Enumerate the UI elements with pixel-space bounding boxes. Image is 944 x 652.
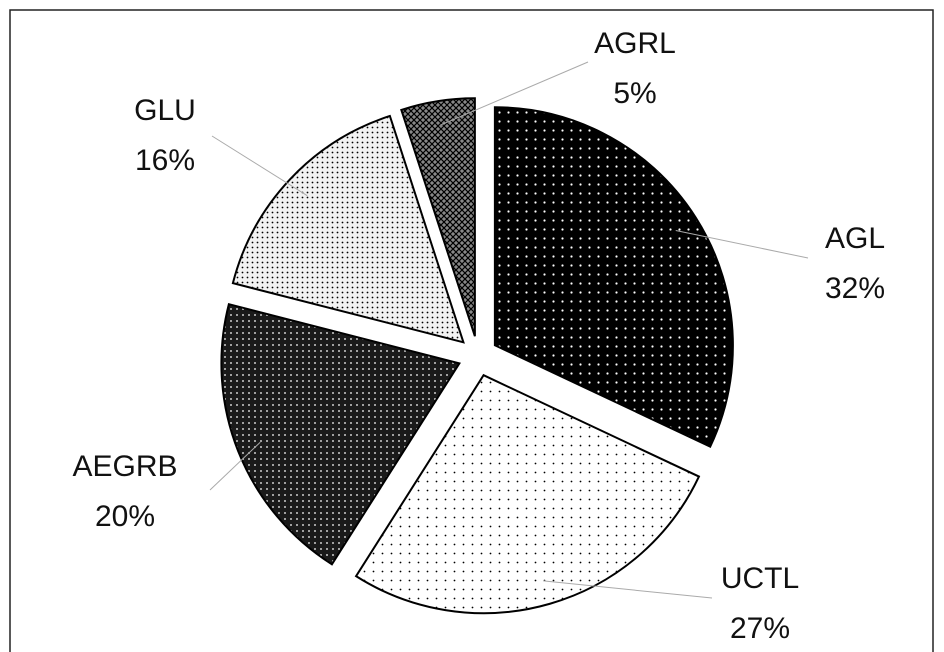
slice-label: AGL bbox=[825, 222, 885, 255]
slice-value-label: 5% bbox=[613, 77, 656, 110]
leader-line bbox=[543, 580, 713, 599]
pie-slice bbox=[493, 106, 734, 448]
slice-value-label: 20% bbox=[95, 500, 155, 533]
slice-value-label: 32% bbox=[825, 272, 885, 305]
slice-label: AGRL bbox=[594, 27, 676, 60]
slice-label: GLU bbox=[134, 94, 196, 127]
pie-slice bbox=[231, 114, 465, 344]
slice-label: UCTL bbox=[721, 562, 799, 595]
pie-slice bbox=[220, 302, 461, 566]
frame bbox=[9, 9, 934, 652]
leader-line bbox=[209, 441, 261, 491]
leader-line bbox=[675, 230, 809, 259]
leader-line bbox=[211, 135, 308, 197]
slice-label: AEGRB bbox=[72, 450, 177, 483]
pie-slice bbox=[400, 97, 476, 337]
leader-line bbox=[441, 61, 589, 126]
pie-slice bbox=[354, 373, 701, 615]
slice-value-label: 27% bbox=[730, 612, 790, 645]
slice-value-label: 16% bbox=[135, 144, 195, 177]
